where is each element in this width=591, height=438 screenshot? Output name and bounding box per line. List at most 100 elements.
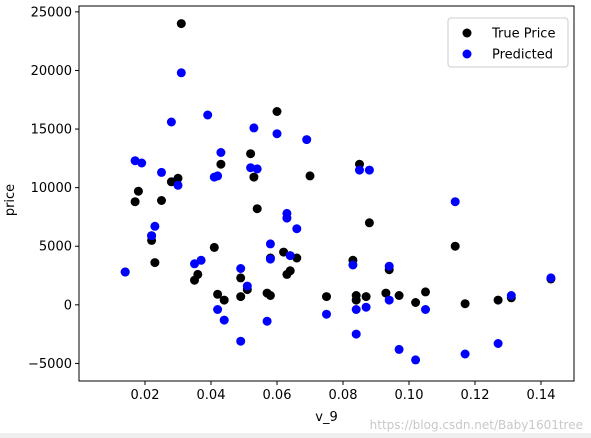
true-price-point-44 xyxy=(460,299,470,309)
predicted-point-11 xyxy=(203,110,213,120)
predicted-point-43 xyxy=(421,305,430,314)
true-price-point-2 xyxy=(133,186,143,196)
y-tick-label-4: 15000 xyxy=(31,123,72,138)
predicted-point-25 xyxy=(265,239,275,249)
predicted-point-14 xyxy=(213,305,223,314)
y-tick-label-3: 10000 xyxy=(31,181,72,196)
true-price-point-5 xyxy=(150,258,160,268)
points-layer xyxy=(120,19,556,365)
predicted-point-31 xyxy=(302,135,312,145)
predicted-point-37 xyxy=(361,302,371,312)
y-tick-label-2: 5000 xyxy=(39,240,72,255)
true-price-point-23 xyxy=(265,291,275,300)
true-price-point-41 xyxy=(411,298,421,307)
true-price-point-6 xyxy=(157,196,166,205)
predicted-point-46 xyxy=(493,339,503,348)
predicted-point-10 xyxy=(196,255,206,265)
predicted-point-32 xyxy=(322,309,331,319)
true-price-point-31 xyxy=(322,292,331,302)
true-price-point-26 xyxy=(279,247,289,257)
legend-label-true-price: True Price xyxy=(491,27,555,42)
true-price-point-42 xyxy=(421,287,430,297)
true-price-point-40 xyxy=(394,291,404,300)
predicted-point-15 xyxy=(216,148,226,157)
predicted-point-3 xyxy=(147,231,157,241)
predicted-point-21 xyxy=(249,123,259,133)
true-price-point-1 xyxy=(130,197,140,207)
predicted-point-34 xyxy=(351,305,361,314)
true-price-point-28 xyxy=(285,266,295,276)
predicted-point-39 xyxy=(384,261,394,271)
plot-frame xyxy=(78,5,575,382)
true-price-point-43 xyxy=(450,241,460,251)
true-price-point-34 xyxy=(351,291,361,300)
watermark: https://blog.csdn.net/Baby1601tree xyxy=(369,418,583,432)
predicted-point-33 xyxy=(348,260,358,270)
predicted-point-13 xyxy=(213,171,223,181)
legend-marker-true-price xyxy=(462,28,472,38)
true-price-point-7 xyxy=(166,177,176,187)
predicted-point-6 xyxy=(166,117,176,127)
predicted-point-44 xyxy=(450,197,460,207)
predicted-point-24 xyxy=(265,254,275,264)
legend: True Price Predicted xyxy=(447,17,569,68)
y-tick-label-0: −5000 xyxy=(28,357,72,372)
legend-label-predicted: Predicted xyxy=(492,48,553,63)
predicted-point-29 xyxy=(285,251,295,261)
true-price-point-8 xyxy=(173,173,183,183)
x-tick-label-0: 0.02 xyxy=(131,388,160,403)
predicted-point-16 xyxy=(219,315,229,325)
predicted-point-5 xyxy=(157,167,166,177)
true-price-point-37 xyxy=(364,218,374,228)
x-tick-label-1: 0.04 xyxy=(197,388,226,403)
x-tick-label-4: 0.10 xyxy=(395,388,424,403)
x-tick-label-6: 0.14 xyxy=(527,388,556,403)
predicted-point-18 xyxy=(236,336,246,346)
true-price-point-9 xyxy=(176,19,186,29)
legend-marker-predicted xyxy=(462,49,472,59)
predicted-point-38 xyxy=(364,165,374,175)
predicted-point-19 xyxy=(242,281,252,291)
predicted-point-30 xyxy=(292,224,302,234)
predicted-point-2 xyxy=(137,158,147,168)
y-tick-label-1: 0 xyxy=(64,298,72,313)
y-tick-label-6: 25000 xyxy=(31,5,72,20)
true-price-point-15 xyxy=(219,295,229,305)
predicted-point-28 xyxy=(282,213,292,223)
predicted-point-35 xyxy=(351,329,361,339)
predicted-point-36 xyxy=(355,165,364,175)
true-price-point-38 xyxy=(381,288,391,298)
predicted-point-9 xyxy=(190,259,199,269)
y-tick-label-5: 20000 xyxy=(31,64,72,79)
x-tick-label-2: 0.06 xyxy=(263,388,292,403)
predicted-point-0 xyxy=(120,267,130,277)
x-axis-label: v_9 xyxy=(315,410,337,425)
true-price-point-45 xyxy=(493,295,503,305)
y-axis-label: price xyxy=(3,184,18,216)
true-price-point-13 xyxy=(213,289,223,299)
true-price-point-25 xyxy=(272,107,282,116)
predicted-point-23 xyxy=(262,316,272,326)
true-price-point-36 xyxy=(361,292,371,302)
x-tick-label-3: 0.08 xyxy=(329,388,358,403)
true-price-point-21 xyxy=(252,204,262,214)
true-price-point-16 xyxy=(236,273,246,283)
bottom-strip xyxy=(0,433,591,438)
true-price-point-30 xyxy=(305,171,315,181)
predicted-point-42 xyxy=(411,355,421,365)
predicted-point-48 xyxy=(546,273,556,283)
predicted-point-4 xyxy=(150,221,160,231)
legend-box xyxy=(447,17,569,68)
true-price-point-17 xyxy=(236,292,246,302)
true-price-point-19 xyxy=(246,149,256,159)
predicted-point-45 xyxy=(460,349,470,359)
predicted-point-17 xyxy=(236,264,246,273)
true-price-point-11 xyxy=(193,269,203,279)
predicted-point-7 xyxy=(173,180,183,190)
predicted-point-8 xyxy=(176,68,186,78)
predicted-point-22 xyxy=(252,164,262,174)
predicted-point-40 xyxy=(384,295,394,305)
true-price-point-14 xyxy=(216,159,226,169)
true-price-point-20 xyxy=(249,172,259,182)
